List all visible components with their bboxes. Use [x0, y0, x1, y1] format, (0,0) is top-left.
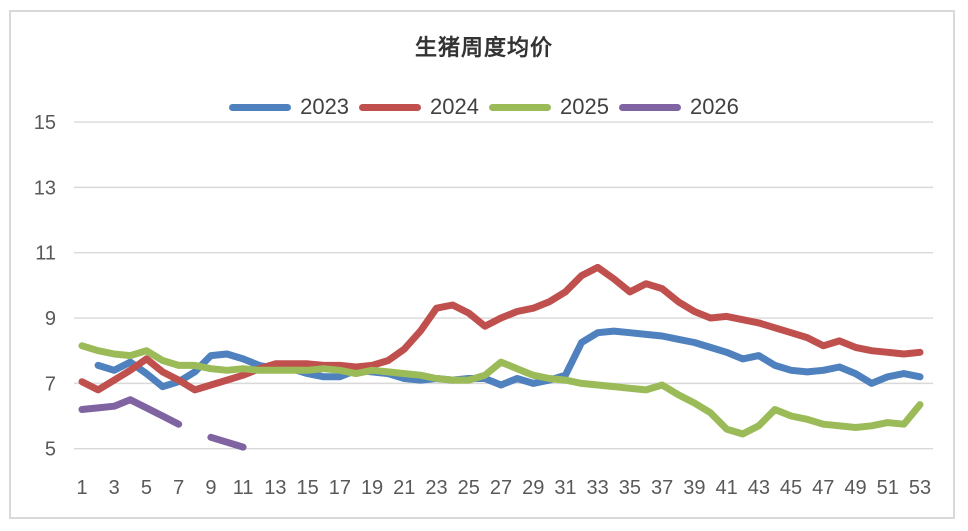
legend-swatch-2023	[229, 103, 292, 111]
x-tick-label-49: 49	[844, 477, 866, 499]
x-tick-label-37: 37	[651, 477, 673, 499]
x-tick-label-43: 43	[748, 477, 770, 499]
series-line-2024	[78, 263, 924, 394]
series-line-2023	[94, 327, 924, 391]
legend-swatch-2025	[489, 103, 551, 111]
y-tick-label-9: 9	[45, 308, 56, 330]
chart-title: 生猪周度均价	[414, 35, 553, 60]
x-tick-label-23: 23	[425, 477, 447, 499]
series-line-2026	[78, 396, 247, 451]
x-tick-label-35: 35	[619, 477, 641, 499]
x-tick-label-25: 25	[458, 477, 480, 499]
y-tick-label-15: 15	[34, 112, 56, 134]
series-line-2025	[78, 342, 924, 438]
x-tick-label-51: 51	[877, 477, 899, 499]
x-tick-label-7: 7	[173, 477, 184, 499]
x-tick-label-5: 5	[141, 477, 152, 499]
x-tick-label-15: 15	[296, 477, 318, 499]
x-tick-label-39: 39	[683, 477, 705, 499]
y-tick-label-13: 13	[34, 177, 56, 199]
x-tick-label-47: 47	[812, 477, 834, 499]
x-tick-label-21: 21	[393, 477, 415, 499]
legend-item-2026: 2026	[618, 94, 739, 120]
x-tick-label-3: 3	[109, 477, 120, 499]
x-tick-label-9: 9	[205, 477, 216, 499]
x-tick-label-17: 17	[329, 477, 351, 499]
x-tick-label-45: 45	[780, 477, 802, 499]
x-tick-label-31: 31	[554, 477, 576, 499]
x-tick-label-41: 41	[715, 477, 737, 499]
legend-item-2024: 2024	[359, 94, 479, 120]
x-tick-label-29: 29	[522, 477, 544, 499]
x-tick-label-33: 33	[587, 477, 609, 499]
x-tick-label-11: 11	[233, 477, 254, 499]
legend-label-2024: 2024	[430, 94, 479, 119]
chart-panel-border	[9, 10, 955, 519]
legend-label-2026: 2026	[689, 94, 739, 119]
y-tick-label-11: 11	[35, 243, 56, 265]
x-tick-label-27: 27	[490, 477, 512, 499]
y-tick-label-7: 7	[45, 373, 56, 395]
legend-item-2025: 2025	[489, 94, 609, 120]
chart-legend: 2023 2024 2025 2026	[0, 94, 968, 120]
y-tick-label-5: 5	[45, 439, 56, 461]
x-tick-label-13: 13	[264, 477, 286, 499]
legend-swatch-2024	[359, 103, 422, 111]
legend-label-2025: 2025	[560, 94, 609, 119]
legend-item-2023: 2023	[229, 94, 349, 120]
legend-swatch-2026	[618, 103, 681, 111]
x-tick-label-1: 1	[76, 477, 87, 499]
x-tick-label-19: 19	[361, 477, 383, 499]
legend-label-2023: 2023	[300, 94, 350, 119]
x-tick-label-53: 53	[909, 477, 931, 499]
